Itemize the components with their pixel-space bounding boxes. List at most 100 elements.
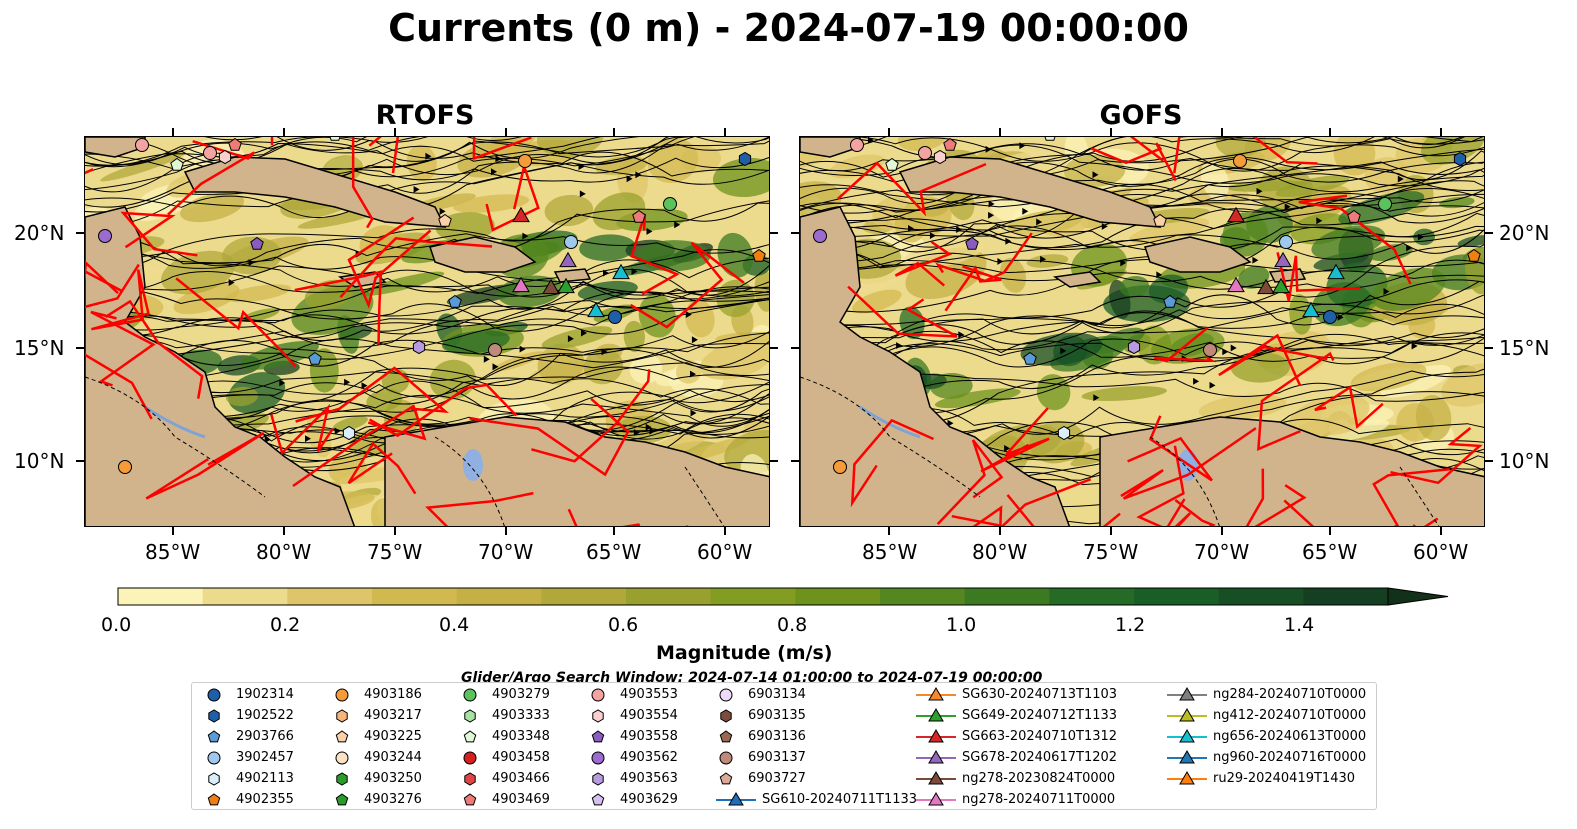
legend-marker-icon	[1167, 750, 1207, 764]
legend-entry-label: 4903562	[620, 750, 678, 765]
lat-tick-label: 10°N	[14, 449, 65, 473]
panel-title-gofs: GOFS	[1099, 100, 1183, 131]
legend-pentagon-icon	[207, 730, 221, 743]
legend-marker-icon	[463, 751, 477, 765]
lon-tick-label: 65°W	[586, 540, 642, 564]
legend-marker-icon	[719, 751, 733, 765]
maritime-boundaries	[836, 137, 1483, 526]
colorbar-segment	[118, 588, 204, 605]
platform-marker	[1023, 351, 1037, 365]
legend-triangle-icon	[1179, 687, 1195, 701]
colorbar-frame	[117, 587, 1389, 606]
platform-marker	[632, 209, 646, 223]
legend-entry-label: 4903554	[620, 708, 678, 723]
legend-marker-icon	[592, 709, 604, 723]
legend-entry-label: 4903333	[492, 708, 550, 723]
legend-entry-label: 4903348	[492, 729, 550, 744]
river	[859, 405, 921, 439]
colorbar-segment	[1303, 588, 1389, 605]
platform-marker	[308, 351, 322, 365]
lat-tick-label: 15°N	[1499, 336, 1550, 360]
legend-marker-icon	[591, 730, 605, 743]
rtofs-current-map	[84, 136, 770, 527]
legend-triangle-icon	[1179, 708, 1195, 722]
legend-pentagon-icon	[463, 793, 477, 806]
legend-marker-icon	[916, 750, 956, 764]
legend-marker-icon	[207, 730, 221, 743]
legend-circle-icon	[591, 751, 605, 765]
glider-marker	[557, 277, 575, 294]
platform-marker	[218, 149, 232, 165]
legend-entry-label: 1902522	[236, 708, 294, 723]
lon-tick-label: 75°W	[367, 540, 423, 564]
legend-entry-label: 4903469	[492, 792, 550, 807]
lon-tick-label: 85°W	[862, 540, 918, 564]
land-masses	[85, 137, 769, 526]
legend-marker-icon	[916, 729, 956, 743]
legend-entry-label: ng656-20240613T0000	[1213, 729, 1367, 744]
colorbar-segment	[795, 588, 881, 605]
platform-marker	[965, 236, 979, 250]
lat-tick-label: 20°N	[1499, 221, 1550, 245]
legend-entry-label: 4903250	[364, 771, 422, 786]
colorbar-segment	[1134, 588, 1220, 605]
panel-title-rtofs: RTOFS	[375, 100, 475, 131]
platform-marker	[170, 157, 184, 171]
colorbar-title: Magnitude (m/s)	[656, 642, 833, 664]
glider-marker	[1272, 277, 1290, 294]
legend-marker-icon	[463, 793, 477, 806]
colorbar-segment	[541, 588, 627, 605]
glider-marker	[1274, 251, 1292, 268]
legend-entry-label: 4903244	[364, 750, 422, 765]
platform-marker	[98, 229, 112, 243]
platform-marker	[918, 146, 932, 160]
legend-marker-icon	[592, 772, 604, 786]
legend-marker-icon	[1167, 708, 1207, 722]
glider-marker	[512, 206, 530, 223]
platform-marker	[943, 137, 957, 151]
glider-marker	[1257, 278, 1275, 295]
legend-entry-label: ng284-20240710T0000	[1213, 687, 1367, 702]
legend-circle-icon	[207, 751, 221, 765]
legend-marker-icon	[1167, 771, 1207, 785]
legend-entry-label: 4903629	[620, 792, 678, 807]
legend-marker-icon	[719, 688, 733, 702]
legend-entry-label: ng960-20240716T0000	[1213, 750, 1367, 765]
legend-marker-icon	[463, 730, 477, 743]
legend-entry-label: 3902457	[236, 750, 294, 765]
legend-entry-label: ng278-20230824T0000	[962, 771, 1116, 786]
legend-marker-icon	[335, 751, 349, 765]
legend-triangle-icon	[728, 792, 744, 806]
colorbar-segment	[964, 588, 1050, 605]
platform-marker	[250, 236, 264, 250]
legend-marker-icon	[336, 772, 348, 786]
platform-marker	[1127, 339, 1141, 355]
colorbar-tick-label: 0.0	[101, 614, 132, 636]
legend-marker-icon	[336, 709, 348, 723]
glider-marker	[1327, 263, 1345, 280]
platform-marker	[329, 137, 341, 141]
legend-marker-icon	[720, 709, 732, 723]
glider-marker	[587, 301, 605, 318]
legend-marker-icon	[207, 688, 221, 702]
legend-marker-icon	[207, 751, 221, 765]
platform-marker	[1163, 294, 1177, 308]
colorbar-segment	[456, 588, 542, 605]
legend-hexagon-icon	[720, 709, 732, 723]
legend-entry-label: ng278-20240711T0000	[962, 792, 1116, 807]
colorbar-segment	[1218, 588, 1304, 605]
legend: 1902314 1902522 2903766 3902457 4902113 49023…	[191, 682, 1377, 810]
legend-triangle-icon	[1179, 729, 1195, 743]
platform-marker	[1347, 209, 1361, 223]
platform-marker	[1467, 248, 1481, 262]
legend-hexagon-icon	[208, 709, 220, 723]
legend-marker-icon	[207, 793, 221, 806]
legend-circle-icon	[335, 688, 349, 702]
legend-marker-icon	[208, 709, 220, 723]
colorbar-segment	[626, 588, 712, 605]
platform-marker	[438, 213, 452, 227]
legend-marker-icon	[916, 687, 956, 701]
platform-marker	[885, 157, 899, 171]
legend-circle-icon	[207, 688, 221, 702]
legend-entry-label: 4903466	[492, 771, 550, 786]
